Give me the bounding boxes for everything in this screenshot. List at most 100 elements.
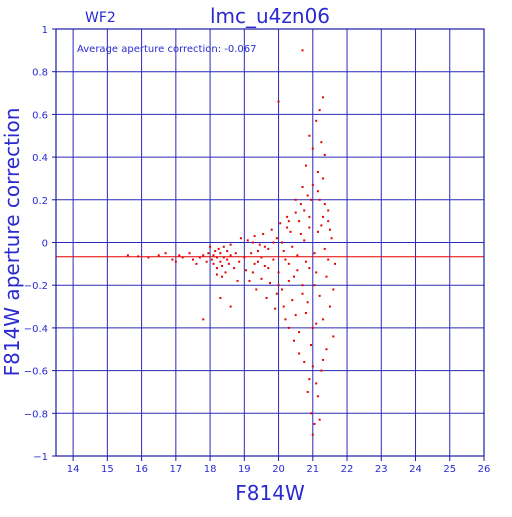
data-point xyxy=(303,209,306,212)
data-point xyxy=(263,264,266,267)
data-point xyxy=(245,269,248,272)
data-point xyxy=(313,252,316,255)
data-point xyxy=(301,49,304,52)
data-point xyxy=(215,267,218,270)
data-point xyxy=(174,260,177,263)
y-tick-label: −0.2 xyxy=(24,281,48,292)
data-point xyxy=(279,222,282,225)
data-point xyxy=(267,267,270,270)
data-point xyxy=(301,284,304,287)
data-point xyxy=(277,271,280,274)
data-point xyxy=(294,314,297,317)
data-point xyxy=(212,262,215,265)
data-point xyxy=(291,245,294,248)
chart-title: lmc_u4zn06 xyxy=(210,4,330,28)
x-tick-label: 17 xyxy=(169,464,182,475)
data-point xyxy=(219,252,222,255)
y-tick-label: 0.4 xyxy=(32,153,48,164)
data-point xyxy=(226,258,229,261)
data-point xyxy=(311,147,314,150)
y-tick-label: 0 xyxy=(42,239,48,250)
data-point xyxy=(308,226,311,229)
x-tick-label: 15 xyxy=(101,464,114,475)
data-point xyxy=(308,134,311,137)
data-point xyxy=(323,203,326,206)
data-point xyxy=(298,331,301,334)
data-point xyxy=(327,209,330,212)
data-point xyxy=(248,279,251,282)
data-point xyxy=(308,378,311,381)
y-tick-label: −1 xyxy=(33,452,48,463)
data-point xyxy=(298,220,301,223)
horizontal-reference-lines xyxy=(56,242,484,258)
data-point xyxy=(296,254,299,257)
data-point xyxy=(181,256,184,259)
data-point xyxy=(318,294,321,297)
data-point xyxy=(320,369,323,372)
data-point xyxy=(280,241,283,244)
data-point xyxy=(287,262,290,265)
data-point xyxy=(304,311,307,314)
tick-labels: 14 15 16 17 18 19 20 21 22 23 24 25 26 −1 −0.8 −0.6 −0.4… xyxy=(24,25,491,475)
data-point xyxy=(246,239,249,242)
data-point xyxy=(171,258,174,261)
data-point xyxy=(157,254,160,257)
data-point xyxy=(238,260,241,263)
data-point xyxy=(316,190,319,193)
data-point xyxy=(322,215,325,218)
data-point xyxy=(298,352,301,355)
data-point xyxy=(313,422,316,425)
x-tick-label: 16 xyxy=(135,464,148,475)
x-tick-label: 14 xyxy=(67,464,80,475)
data-point xyxy=(315,322,318,325)
data-point xyxy=(311,365,314,368)
data-point xyxy=(325,275,328,278)
data-point xyxy=(289,230,292,233)
x-axis-label: F814W xyxy=(235,481,305,505)
data-point xyxy=(215,256,218,259)
data-point xyxy=(214,250,217,253)
data-point xyxy=(320,224,323,227)
data-point xyxy=(294,198,297,201)
y-tick-label: −0.4 xyxy=(24,324,48,335)
data-point xyxy=(318,109,321,112)
data-point xyxy=(287,220,290,223)
data-point xyxy=(316,171,319,174)
ticks xyxy=(52,28,485,461)
y-axis-label: F814W aperture correction xyxy=(0,108,24,377)
data-point xyxy=(270,228,273,231)
data-point xyxy=(318,198,321,201)
data-point xyxy=(308,267,311,270)
data-point xyxy=(234,252,237,255)
data-point xyxy=(147,256,150,259)
data-point xyxy=(280,288,283,291)
data-point xyxy=(310,198,313,201)
data-point xyxy=(226,250,229,253)
data-point xyxy=(221,275,224,278)
data-point xyxy=(275,237,278,240)
y-tick-label: −0.8 xyxy=(24,409,48,420)
data-point xyxy=(210,258,213,261)
data-point xyxy=(311,326,314,329)
data-point xyxy=(255,288,258,291)
data-point xyxy=(323,153,326,156)
y-tick-label: 0.6 xyxy=(32,110,48,121)
data-point xyxy=(301,185,304,188)
data-point xyxy=(222,245,225,248)
data-point xyxy=(334,262,337,265)
x-tick-label: 22 xyxy=(341,464,354,475)
data-point xyxy=(303,239,306,242)
data-point xyxy=(126,254,129,257)
x-tick-label: 23 xyxy=(375,464,388,475)
data-point xyxy=(301,292,304,295)
data-point xyxy=(332,288,335,291)
data-point xyxy=(277,100,280,103)
data-point xyxy=(219,260,222,263)
data-point xyxy=(310,412,313,415)
data-point xyxy=(137,255,140,258)
data-point xyxy=(209,245,212,248)
data-point xyxy=(277,284,280,287)
x-tick-label: 18 xyxy=(204,464,217,475)
